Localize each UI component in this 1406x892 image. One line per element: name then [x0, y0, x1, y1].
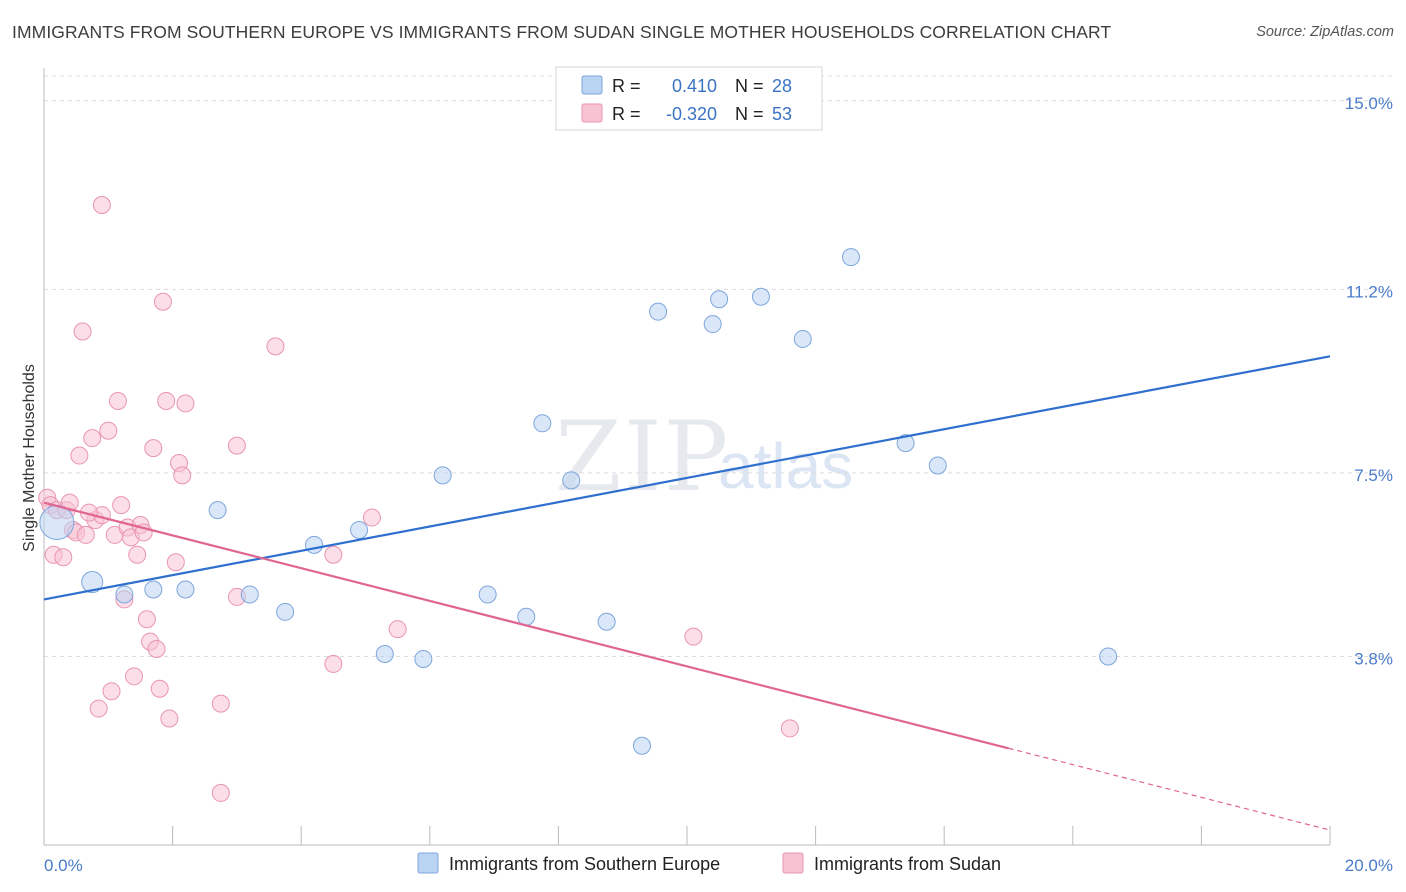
point-southern-europe — [928, 456, 947, 475]
point-sudan — [112, 496, 131, 515]
axes — [43, 68, 1331, 846]
series-southern-europe-points — [39, 248, 1118, 755]
point-southern-europe — [896, 434, 915, 453]
point-southern-europe — [276, 602, 295, 621]
point-sudan — [150, 679, 169, 698]
point-sudan — [144, 439, 163, 458]
point-sudan — [176, 394, 195, 413]
point-sudan — [362, 508, 381, 527]
bottom-legend-swatch-blue — [417, 852, 439, 874]
point-sudan — [324, 654, 343, 673]
point-southern-europe — [414, 649, 433, 668]
bottom-legend-label-southern-europe: Immigrants from Southern Europe — [449, 854, 720, 874]
point-southern-europe — [751, 287, 770, 306]
y-tick-label: 3.8% — [1354, 649, 1393, 668]
point-sudan — [102, 682, 121, 701]
source-credit: Source: ZipAtlas.com — [1256, 24, 1394, 40]
point-southern-europe — [517, 607, 536, 626]
legend-n-value-blue: 28 — [772, 76, 792, 96]
point-sudan — [160, 709, 179, 728]
legend-r-label-pink: R = — [612, 104, 641, 124]
y-tick-labels: 3.8% 7.5% 11.2% 15.0% — [1345, 94, 1393, 669]
point-sudan — [173, 466, 192, 485]
point-sudan — [73, 322, 92, 341]
trend-line-sudan — [43, 501, 1009, 750]
point-southern-europe — [176, 580, 195, 599]
x-tick-label-max: 20.0% — [1345, 856, 1393, 875]
point-sudan — [137, 610, 156, 629]
legend-r-label-blue: R = — [612, 76, 641, 96]
point-southern-europe — [144, 580, 163, 599]
point-sudan — [83, 429, 102, 448]
watermark-zip: ZIP — [555, 401, 730, 513]
point-sudan — [266, 337, 285, 356]
point-sudan — [125, 667, 144, 686]
bottom-legend-label-sudan: Immigrants from Sudan — [814, 854, 1001, 874]
trend-lines — [43, 355, 1331, 831]
legend-n-label-blue: N = — [735, 76, 764, 96]
legend-swatch-blue — [581, 75, 603, 95]
legend-r-value-pink: -0.320 — [666, 104, 717, 124]
trend-line-southern-europe — [43, 355, 1331, 601]
point-southern-europe — [350, 520, 369, 539]
point-southern-europe — [533, 414, 552, 433]
point-sudan — [780, 719, 799, 738]
point-southern-europe — [710, 290, 729, 309]
point-sudan — [388, 620, 407, 639]
series-legend: Immigrants from Southern Europe Immigran… — [417, 852, 1001, 874]
point-southern-europe — [433, 466, 452, 485]
y-tick-label: 15.0% — [1345, 94, 1393, 113]
bottom-legend-swatch-pink — [782, 852, 804, 874]
point-sudan — [108, 391, 127, 410]
point-southern-europe — [703, 315, 722, 334]
point-southern-europe — [1099, 647, 1118, 666]
point-sudan — [684, 627, 703, 646]
point-sudan — [76, 525, 95, 544]
point-sudan — [166, 553, 185, 572]
point-southern-europe — [81, 571, 104, 594]
point-southern-europe — [649, 302, 668, 321]
point-sudan — [128, 545, 147, 564]
x-tick-label-min: 0.0% — [44, 856, 83, 875]
point-southern-europe — [208, 501, 227, 520]
point-southern-europe — [240, 585, 259, 604]
correlation-legend: R = 0.410 N = 28 R = -0.320 N = 53 — [555, 66, 823, 131]
point-sudan — [324, 545, 343, 564]
point-southern-europe — [841, 248, 860, 267]
legend-swatch-pink — [581, 103, 603, 123]
point-sudan — [227, 436, 246, 455]
point-southern-europe — [597, 612, 616, 631]
point-southern-europe — [478, 585, 497, 604]
point-sudan — [147, 640, 166, 659]
point-southern-europe — [562, 471, 581, 490]
point-southern-europe — [375, 644, 394, 663]
point-sudan — [153, 292, 172, 311]
point-southern-europe — [39, 505, 75, 541]
point-sudan — [54, 548, 73, 567]
point-sudan — [70, 446, 89, 465]
y-tick-label: 11.2% — [1346, 282, 1393, 301]
point-sudan — [92, 195, 111, 214]
y-axis-title: Single Mother Households — [21, 364, 38, 552]
watermark-atlas: atlas — [718, 430, 853, 502]
point-southern-europe — [305, 535, 324, 554]
point-sudan — [211, 694, 230, 713]
point-southern-europe — [632, 736, 651, 755]
gridlines — [44, 75, 1393, 657]
point-southern-europe — [115, 585, 134, 604]
trend-line-sudan-extrapolated — [1008, 747, 1331, 831]
point-sudan — [99, 421, 118, 440]
chart-title: IMMIGRANTS FROM SOUTHERN EUROPE VS IMMIG… — [12, 22, 1112, 42]
point-sudan — [157, 391, 176, 410]
point-sudan — [211, 783, 230, 802]
legend-n-label-pink: N = — [735, 104, 764, 124]
y-tick-label: 7.5% — [1354, 466, 1393, 485]
legend-n-value-pink: 53 — [772, 104, 792, 124]
point-southern-europe — [793, 329, 812, 348]
point-sudan — [89, 699, 108, 718]
legend-r-value-blue: 0.410 — [672, 76, 717, 96]
